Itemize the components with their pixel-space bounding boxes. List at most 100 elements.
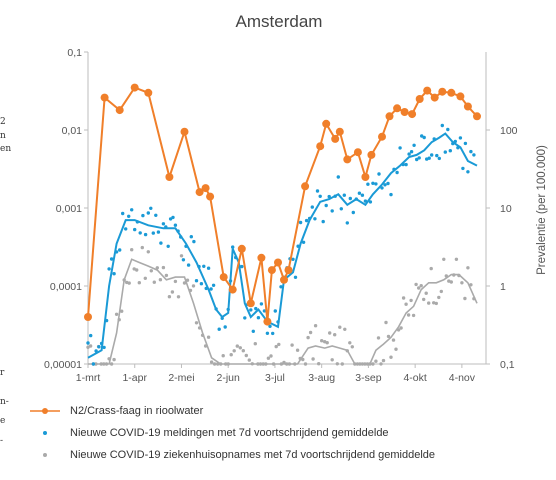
reports-daily-dot [181, 258, 186, 262]
reports-daily-dot [202, 264, 206, 268]
hospital-daily-dot [325, 341, 329, 345]
edge-text-fragment: e [0, 416, 6, 426]
reports-daily-dot [206, 266, 211, 270]
reports-daily-dot [404, 162, 408, 167]
reports-daily-dot [166, 244, 170, 248]
reports-daily-dot [273, 309, 277, 313]
reports-daily-dot [389, 192, 393, 197]
wastewater-data-point [100, 93, 109, 102]
reports-daily-dot [211, 283, 216, 287]
wastewater-data-point [463, 102, 472, 111]
reports-daily-dot [446, 127, 450, 132]
hospital-daily-dot [173, 279, 178, 284]
reports-daily-dot [194, 279, 199, 283]
reports-daily-dot [443, 150, 447, 154]
legend-line-marker-icon [30, 408, 60, 414]
hospital-daily-dot [427, 301, 431, 305]
hospital-daily-dot [409, 298, 413, 303]
reports-daily-dot [243, 316, 247, 320]
hospital-daily-dot [442, 257, 446, 261]
hospital-daily-dot [422, 297, 426, 302]
reports-daily-dot [268, 324, 272, 328]
hospital-daily-dot [317, 362, 321, 366]
wastewater-data-point [361, 173, 370, 181]
hospital-daily-dot [88, 344, 93, 348]
reports-daily-dot [97, 345, 101, 349]
hospital-daily-dot [384, 320, 388, 325]
reports-daily-dot [345, 221, 349, 225]
wastewater-data-point [353, 148, 362, 157]
legend-label: Nieuwe COVID-19 meldingen met 7d voortsc… [70, 427, 389, 439]
reports-daily-dot [265, 331, 270, 335]
wastewater-data-point [301, 182, 310, 191]
axes: 0,1 0,01 0,001 0,0001 0,00001 100 10 1 0,1 1-mrt 1… [44, 47, 518, 384]
hospital-daily-dot [244, 353, 248, 358]
reports-daily-dot [149, 206, 153, 210]
y2-axis-title: Prevalentie (per 100.000) [536, 145, 548, 275]
reports-daily-dot [458, 136, 463, 140]
reports-daily-dot [318, 194, 322, 198]
hospital-daily-dot [235, 344, 239, 348]
wastewater-data-point [331, 134, 340, 143]
reports-daily-dot [368, 200, 373, 204]
hospital-daily-dot [135, 268, 139, 272]
hospital-daily-dot [338, 325, 342, 329]
reports-daily-dot [430, 153, 434, 157]
reports-daily-dot [417, 156, 421, 160]
legend-dot-icon [43, 453, 47, 457]
wastewater-data-point [284, 266, 293, 275]
wastewater-data-point [195, 188, 204, 197]
chart-title: Amsterdam [236, 12, 323, 31]
hospital-daily-dot [454, 257, 459, 261]
reports-daily-dot [466, 170, 470, 174]
edge-text-fragment: 2 [0, 117, 6, 127]
hospital-daily-dot [238, 346, 242, 350]
hospital-daily-dot [229, 353, 233, 357]
reports-daily-dot [463, 141, 468, 146]
reports-daily-dot [351, 210, 355, 215]
reports-daily-dot [324, 203, 328, 208]
reports-daily-dot [342, 193, 346, 197]
hospital-daily-dot [247, 358, 251, 362]
hospital-daily-dot [460, 281, 464, 285]
hospital-daily-dot [308, 330, 313, 335]
reports-daily-dot [249, 308, 253, 312]
x-tick-label: 1-apr [122, 372, 147, 384]
edge-text-fragment: - [0, 436, 4, 446]
reports-daily-dot [151, 231, 155, 235]
reports-daily-dot [377, 172, 381, 176]
y-tick-label: 0,001 [56, 203, 82, 215]
reports-daily-dot [395, 170, 399, 175]
hospital-daily-dot [143, 276, 147, 280]
y-tick-label: 0,01 [62, 125, 83, 137]
hospital-daily-dot [158, 278, 163, 282]
hospital-daily-dot [424, 291, 428, 295]
reports-daily-dot [315, 189, 320, 193]
wastewater-data-point [423, 86, 432, 95]
wastewater-data-point [257, 253, 266, 262]
hospital-daily-dot [419, 284, 423, 288]
hospital-daily-dot [274, 344, 278, 349]
hospital-daily-dot [176, 295, 181, 299]
hospital-daily-dot [182, 281, 187, 285]
y2-tick-label: 1 [500, 281, 506, 293]
hospital-daily-dot [209, 360, 214, 364]
wastewater-data-point [438, 87, 447, 96]
x-tick-label: 1-mrt [76, 372, 101, 384]
series-line-covid-reports [87, 132, 478, 359]
hospital-daily-dot [414, 282, 418, 287]
legend-item: Nieuwe COVID-19 ziekenhuisopnames met 7d… [30, 448, 550, 470]
hospital-daily-dot [127, 281, 131, 285]
reports-daily-dot [186, 263, 191, 267]
hospital-daily-dot [306, 335, 310, 340]
reports-daily-dot [461, 166, 465, 171]
hospital-daily-dot [206, 335, 211, 339]
reports-daily-dot [293, 275, 298, 279]
hospital-daily-dot [161, 265, 166, 270]
hospital-daily-dot [417, 286, 421, 290]
hospital-daily-dot [340, 362, 344, 366]
hospital-daily-dot [399, 326, 403, 330]
hospital-daily-dot [221, 354, 225, 358]
hospital-daily-dot [170, 290, 175, 294]
reports-daily-dot [398, 146, 402, 150]
